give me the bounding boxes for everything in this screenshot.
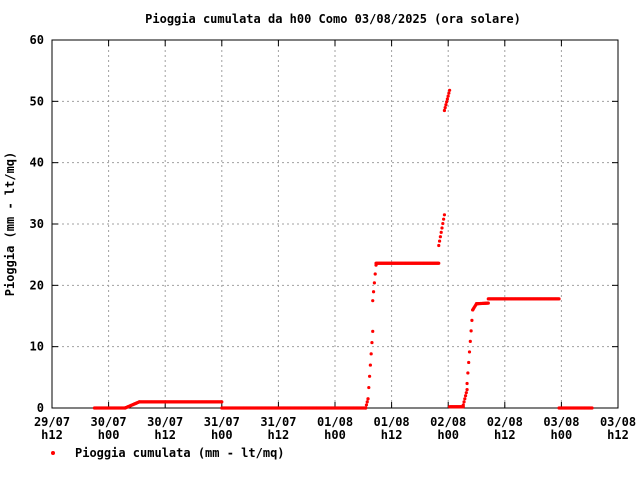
data-point: [220, 400, 224, 404]
data-point: [442, 213, 447, 217]
legend: Pioggia cumulata (mm - lt/mq): [51, 446, 285, 460]
data-point: [557, 297, 561, 301]
x-tick-label-date: 02/08: [487, 415, 523, 429]
x-tick-label-date: 02/08: [430, 415, 466, 429]
data-point: [370, 340, 374, 345]
data-point: [462, 400, 466, 404]
data-point: [364, 406, 368, 410]
x-tick-label-date: 03/08: [543, 415, 579, 429]
x-tick-label-hour: h00: [98, 428, 120, 442]
data-points: [92, 88, 594, 410]
data-point: [365, 400, 369, 404]
data-point: [447, 91, 451, 95]
data-point: [373, 272, 377, 276]
data-point: [371, 290, 376, 294]
x-tick-label-hour: h12: [268, 428, 290, 442]
data-point: [445, 100, 449, 104]
y-tick-label: 30: [30, 217, 44, 231]
chart-title: Pioggia cumulata da h00 Como 03/08/2025 …: [145, 12, 521, 26]
data-point: [467, 350, 472, 354]
data-point: [486, 301, 490, 305]
data-point: [463, 394, 468, 398]
y-axis-label: Pioggia (mm - lt/mq): [3, 152, 17, 297]
x-tick-label-date: 30/07: [91, 415, 127, 429]
x-tick-label-hour: h12: [154, 428, 176, 442]
legend-marker: [51, 451, 55, 455]
x-tick-label-hour: h12: [607, 428, 629, 442]
data-point: [590, 406, 594, 410]
data-point: [444, 103, 448, 107]
data-point: [437, 239, 442, 243]
data-point: [366, 397, 370, 401]
data-point: [443, 106, 447, 110]
y-tick-label: 40: [30, 156, 44, 170]
data-point: [368, 363, 372, 367]
data-point: [469, 329, 473, 333]
data-point: [448, 88, 452, 92]
data-point: [467, 360, 471, 365]
data-point: [371, 299, 375, 303]
x-tick-label-hour: h12: [381, 428, 403, 442]
data-point: [465, 388, 469, 392]
x-axis-ticks: 29/07h1230/07h0030/07h1231/07h0031/07h12…: [34, 40, 636, 442]
grid: [52, 40, 618, 408]
data-point: [465, 381, 469, 386]
x-tick-label-hour: h00: [211, 428, 233, 442]
x-tick-label-date: 29/07: [34, 415, 70, 429]
x-tick-label-date: 31/07: [260, 415, 296, 429]
data-point: [437, 243, 441, 248]
data-point: [461, 403, 465, 407]
y-tick-label: 10: [30, 340, 44, 354]
x-tick-label-hour: h00: [324, 428, 346, 442]
y-axis-ticks: 0 10 20 30 40 50 60: [30, 33, 618, 415]
legend-label: Pioggia cumulata (mm - lt/mq): [75, 446, 285, 460]
y-tick-label: 0: [37, 401, 44, 415]
data-point: [437, 261, 441, 265]
x-tick-label-date: 03/08: [600, 415, 636, 429]
data-point: [367, 374, 372, 378]
data-point: [439, 230, 443, 234]
data-point: [466, 371, 470, 375]
data-point: [442, 108, 447, 113]
data-point: [438, 235, 442, 239]
data-point: [463, 397, 467, 401]
x-tick-label-hour: h12: [41, 428, 63, 442]
data-point: [441, 221, 445, 226]
y-tick-label: 50: [30, 94, 44, 108]
y-tick-label: 60: [30, 33, 44, 47]
data-point: [464, 391, 468, 395]
x-tick-label-date: 31/07: [204, 415, 240, 429]
x-tick-label-date: 30/07: [147, 415, 183, 429]
data-point: [364, 403, 369, 407]
x-tick-label-date: 01/08: [317, 415, 353, 429]
x-tick-label-hour: h12: [494, 428, 516, 442]
data-point: [367, 385, 371, 390]
data-point: [440, 226, 444, 230]
data-point: [470, 318, 474, 322]
data-point: [369, 352, 373, 356]
x-tick-label-date: 01/08: [374, 415, 410, 429]
y-tick-label: 20: [30, 278, 44, 292]
data-point: [445, 97, 449, 101]
x-tick-label-hour: h00: [437, 428, 459, 442]
data-point: [446, 94, 450, 98]
data-point: [371, 329, 375, 333]
data-point: [468, 339, 472, 344]
data-point: [442, 217, 446, 221]
data-point: [372, 281, 376, 285]
x-tick-label-hour: h00: [551, 428, 573, 442]
